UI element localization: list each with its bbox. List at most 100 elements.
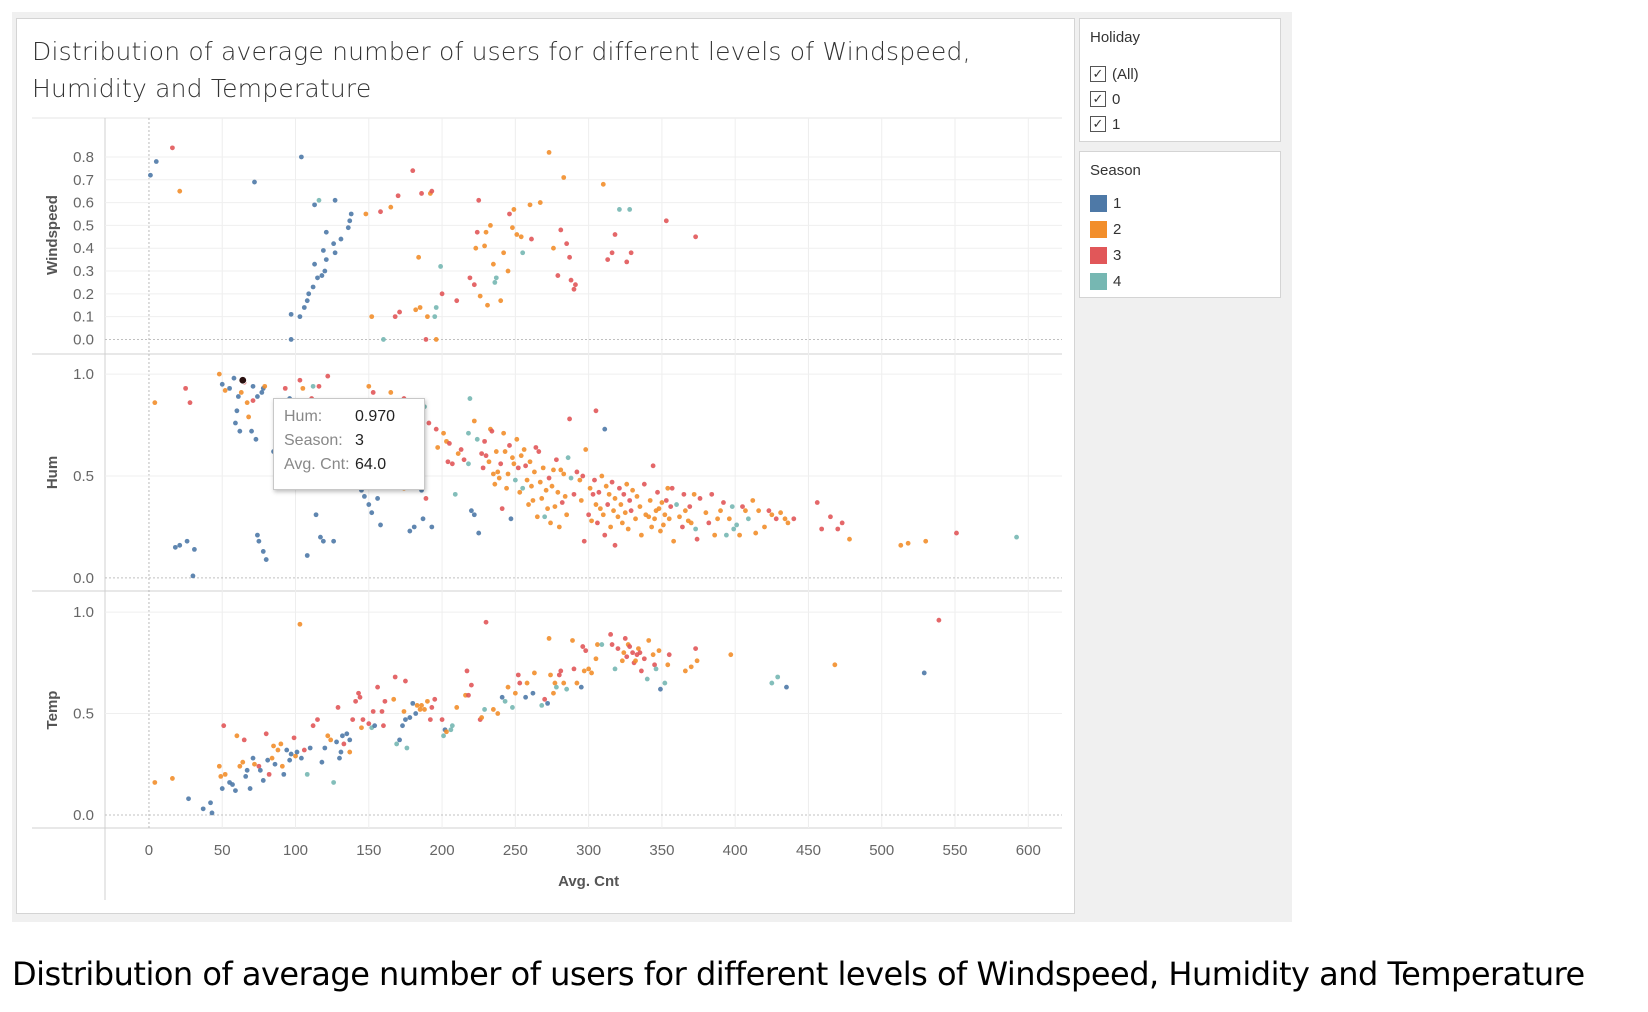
- data-point: [441, 430, 446, 436]
- season-legend: Season 1 2 3 4: [1079, 151, 1281, 298]
- checkbox-checked-icon[interactable]: ✓: [1090, 66, 1106, 82]
- holiday-option-label: (All): [1112, 65, 1139, 83]
- data-point: [501, 430, 507, 436]
- data-point: [656, 648, 662, 654]
- y-tick-label: 0.4: [73, 240, 94, 257]
- data-point: [319, 759, 325, 765]
- data-point: [668, 504, 674, 509]
- data-point: [510, 225, 515, 231]
- holiday-option-0[interactable]: ✓ 0: [1090, 89, 1120, 109]
- data-point: [507, 211, 512, 217]
- data-point: [429, 188, 435, 194]
- data-point: [737, 532, 742, 538]
- data-point: [641, 656, 647, 662]
- data-point: [814, 500, 820, 505]
- season-legend-item-2[interactable]: 2: [1090, 219, 1121, 239]
- holiday-option-all[interactable]: ✓ (All): [1090, 64, 1139, 84]
- data-point: [621, 650, 627, 656]
- data-point: [304, 298, 310, 304]
- data-point: [590, 491, 596, 497]
- data-point: [486, 459, 492, 465]
- data-point: [622, 636, 628, 641]
- data-point: [401, 709, 407, 714]
- checkbox-checked-icon[interactable]: ✓: [1090, 116, 1106, 132]
- data-point: [633, 658, 638, 664]
- data-point: [552, 680, 558, 686]
- season-legend-item-4[interactable]: 4: [1090, 271, 1121, 291]
- y-tick-label: 0.0: [73, 807, 94, 824]
- season-legend-item-1[interactable]: 1: [1090, 193, 1121, 213]
- data-point: [1014, 534, 1019, 540]
- data-point: [466, 430, 471, 436]
- data-point: [593, 502, 599, 507]
- data-point: [480, 465, 486, 471]
- data-point: [432, 696, 438, 702]
- data-point: [762, 524, 767, 530]
- data-point: [304, 771, 310, 777]
- data-point: [490, 261, 496, 267]
- data-point: [300, 385, 306, 391]
- data-point: [545, 506, 550, 512]
- data-point: [507, 443, 512, 448]
- data-point: [723, 532, 729, 538]
- data-point: [307, 745, 313, 751]
- data-point: [819, 526, 825, 532]
- data-point: [441, 733, 446, 739]
- data-point: [467, 275, 473, 281]
- data-point: [444, 729, 449, 735]
- data-point: [260, 549, 266, 554]
- figure-caption: Distribution of average number of users …: [12, 955, 1585, 993]
- season-legend-item-3[interactable]: 3: [1090, 245, 1121, 265]
- data-point: [476, 530, 482, 536]
- data-point: [539, 496, 545, 501]
- data-point: [542, 514, 548, 520]
- data-point: [694, 658, 700, 664]
- data-point: [553, 684, 559, 690]
- data-point: [517, 489, 523, 495]
- data-point: [561, 680, 567, 686]
- data-point: [439, 291, 445, 297]
- data-point: [411, 524, 417, 530]
- data-point: [458, 447, 464, 452]
- data-point: [240, 759, 246, 765]
- x-tick-label: 250: [503, 842, 528, 859]
- data-point: [331, 538, 337, 544]
- data-point: [592, 477, 597, 483]
- data-point: [782, 516, 788, 522]
- data-point: [452, 491, 458, 497]
- data-point: [400, 723, 405, 729]
- data-point: [404, 745, 410, 751]
- data-point: [255, 532, 260, 538]
- data-point: [647, 498, 653, 503]
- data-point: [580, 644, 586, 649]
- data-point: [234, 408, 240, 414]
- data-point: [568, 277, 574, 283]
- data-point: [244, 400, 250, 406]
- data-point: [530, 690, 536, 696]
- x-tick-label: 150: [356, 842, 381, 859]
- data-point: [183, 385, 189, 391]
- data-point: [366, 383, 372, 389]
- data-point: [482, 438, 487, 444]
- data-point: [297, 621, 303, 627]
- data-point: [301, 747, 307, 753]
- data-point: [567, 254, 572, 260]
- season-legend-label: 3: [1113, 246, 1122, 264]
- holiday-option-1[interactable]: ✓ 1: [1090, 114, 1120, 134]
- data-point: [514, 436, 520, 442]
- data-point: [543, 487, 549, 493]
- data-point: [694, 536, 700, 542]
- data-point: [378, 522, 383, 528]
- checkbox-checked-icon[interactable]: ✓: [1090, 91, 1106, 107]
- data-point: [622, 510, 628, 516]
- data-point: [586, 512, 592, 518]
- data-point: [413, 307, 419, 313]
- data-point: [298, 755, 304, 761]
- data-point: [577, 477, 583, 483]
- data-point: [936, 617, 942, 623]
- y-axis-label: Windspeed: [44, 195, 61, 275]
- data-point: [152, 400, 158, 406]
- data-point: [769, 680, 775, 686]
- data-point: [382, 698, 388, 704]
- tooltip-avgcnt-value: 64.0: [355, 456, 387, 473]
